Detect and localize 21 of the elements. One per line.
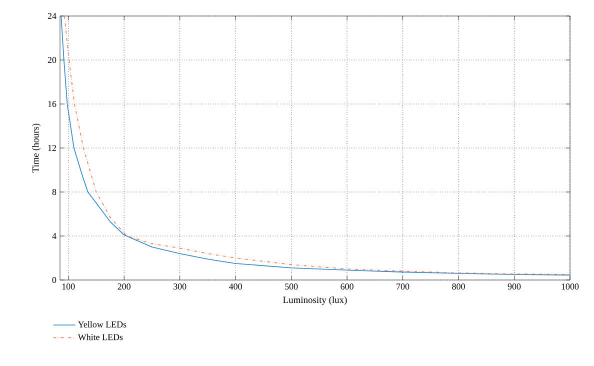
x-tick-label: 900 [508, 284, 521, 290]
x-tick-label: 800 [452, 284, 465, 290]
y-tick-label: 16 [48, 100, 56, 108]
y-tick-label: 24 [48, 13, 56, 19]
legend-label: Yellow LEDs [78, 321, 126, 328]
y-tick-label: 20 [48, 56, 56, 64]
x-tick-label: 100 [62, 284, 75, 290]
x-axis-title: Luminosity (lux) [283, 296, 347, 306]
x-tick-label: 200 [118, 284, 130, 290]
x-tick-label: 300 [174, 284, 186, 290]
y-tick-label: 0 [52, 276, 56, 284]
x-tick-label: 600 [340, 284, 354, 290]
y-tick-label: 12 [48, 145, 56, 151]
y-axis-title: Time (hours) [32, 124, 41, 172]
legend-label: White LEDs [78, 334, 123, 340]
x-tick-label: 400 [229, 284, 242, 290]
y-tick-label: 8 [52, 188, 56, 196]
x-tick-label: 1000 [562, 284, 579, 290]
x-tick-label: 500 [285, 284, 298, 290]
y-tick-label: 4 [52, 233, 56, 239]
x-tick-label: 700 [396, 284, 410, 290]
